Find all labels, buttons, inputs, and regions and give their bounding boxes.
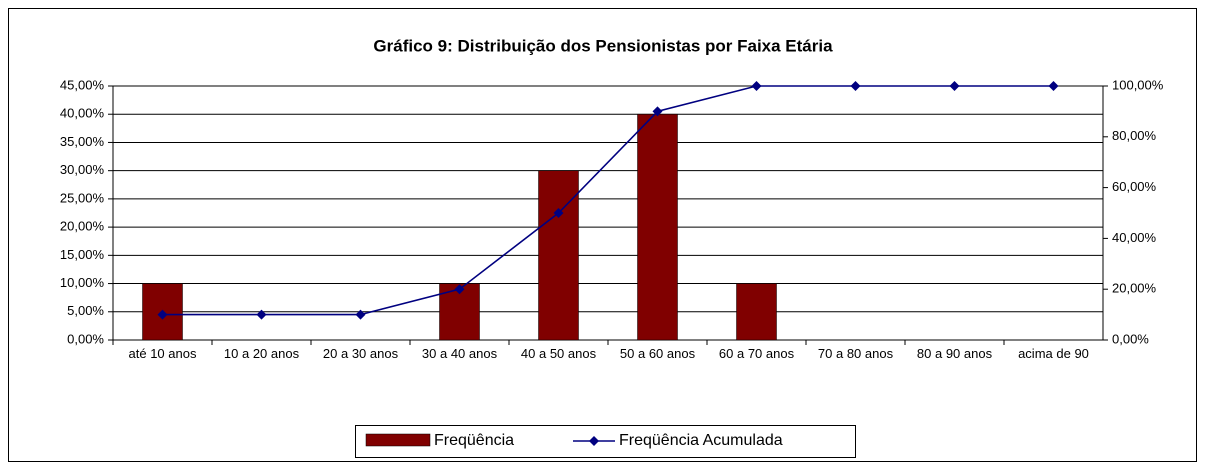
y-tick-label: 0,00% [67, 331, 104, 346]
marker [751, 81, 762, 91]
y2-tick-label: 80,00% [1112, 128, 1157, 143]
x-tick-label-box: 70 a 80 anos [817, 346, 894, 361]
marker [850, 81, 861, 91]
x-tick-label: 50 a 60 anos [619, 346, 696, 361]
y2-tick-label: 60,00% [1112, 179, 1157, 194]
y2-tick-label: 20,00% [1112, 281, 1157, 296]
x-tick-label-box: 50 a 60 anos [619, 346, 696, 361]
y-tick-label: 40,00% [60, 106, 105, 121]
marker [553, 208, 564, 218]
x-tick-label-box: acima de 90 [1018, 346, 1089, 361]
x-tick-label: 60 a 70 anos [718, 346, 795, 361]
x-tick-label: 10 a 20 anos [223, 346, 300, 361]
bar [736, 283, 777, 341]
x-tick-label-box: 20 a 30 anos [322, 346, 399, 361]
y2-tick-label: 100,00% [1112, 77, 1164, 92]
x-tick-label-box: até 10 anos [128, 346, 197, 361]
line [162, 85, 1054, 316]
y-tick-label: 30,00% [60, 162, 105, 177]
x-tick-label: 80 a 90 anos [916, 346, 993, 361]
chart-frame [8, 8, 1197, 462]
x-tick-label-box: 30 a 40 anos [421, 346, 498, 361]
chart-title: Gráfico 9: Distribuição dos Pensionistas… [373, 36, 833, 55]
marker [157, 309, 168, 320]
x-tick-label: 30 a 40 anos [421, 346, 498, 361]
x-tick-label-box: 40 a 50 anos [520, 346, 597, 361]
y-tick-label: 45,00% [60, 77, 105, 92]
legend-marker [589, 436, 599, 446]
bar [538, 170, 579, 341]
y-tick-label: 5,00% [67, 303, 104, 318]
bar [637, 113, 678, 341]
marker [949, 81, 960, 91]
x-tick-label: 40 a 50 anos [520, 346, 597, 361]
legend-label: Freqüência Acumulada [619, 432, 783, 449]
legend-swatch [365, 433, 431, 447]
x-tick-label: 70 a 80 anos [817, 346, 894, 361]
y2-tick-label: 40,00% [1112, 230, 1157, 245]
marker [1048, 81, 1059, 91]
x-tick-label-box: 60 a 70 anos [718, 346, 795, 361]
x-tick-label: até 10 anos [128, 346, 197, 361]
x-tick-label-box: 10 a 20 anos [223, 346, 300, 361]
marker [652, 106, 663, 117]
y-tick-label: 25,00% [60, 190, 105, 205]
y-tick-label: 35,00% [60, 134, 105, 149]
marker [355, 309, 366, 320]
marker [454, 284, 465, 295]
legend-label: Freqüência [434, 432, 514, 449]
y2-tick-label: 0,00% [1112, 331, 1149, 346]
y-tick-label: 10,00% [60, 275, 105, 290]
x-tick-label-box: 80 a 90 anos [916, 346, 993, 361]
y-tick-label: 15,00% [60, 247, 105, 262]
x-tick-label: 20 a 30 anos [322, 346, 399, 361]
marker [256, 309, 267, 320]
x-tick-label: acima de 90 [1018, 346, 1089, 361]
y-tick-label: 20,00% [60, 219, 105, 234]
